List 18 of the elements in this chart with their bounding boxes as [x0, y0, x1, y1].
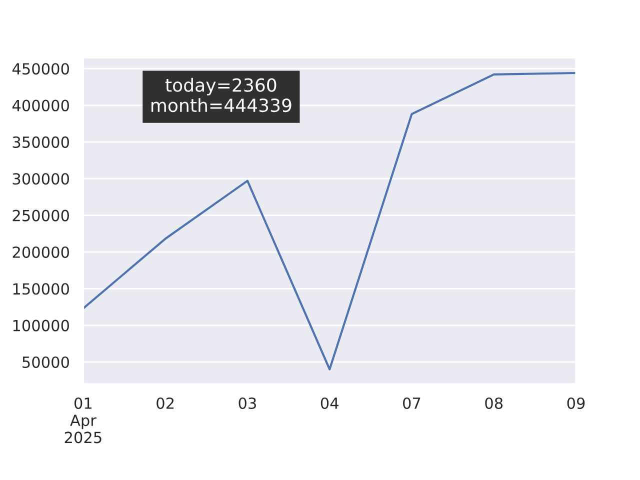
- x-tick-label: 07: [403, 397, 420, 410]
- y-tick-label: 450000: [12, 63, 69, 75]
- annotation: today=2360 month=444339: [151, 78, 292, 112]
- line-series: [83, 72, 576, 370]
- y-tick-label: 100000: [13, 320, 69, 332]
- x-tick-label: 03: [238, 397, 256, 410]
- x-tick-label: 09: [567, 397, 585, 410]
- y-tick-label: 50000: [22, 356, 69, 368]
- y-tick-label: 400000: [12, 100, 69, 112]
- y-tick-label: 250000: [12, 210, 69, 222]
- y-tick-label: 350000: [12, 136, 69, 148]
- x-tick-label: 01 Apr 2025: [64, 397, 102, 444]
- y-tick-label: 200000: [12, 246, 69, 258]
- x-tick-label: 02: [156, 397, 174, 410]
- y-tick-label: 300000: [12, 173, 69, 185]
- x-tick-label: 04: [320, 397, 338, 410]
- y-tick-label: 150000: [13, 283, 69, 295]
- x-tick-label: 08: [485, 397, 503, 410]
